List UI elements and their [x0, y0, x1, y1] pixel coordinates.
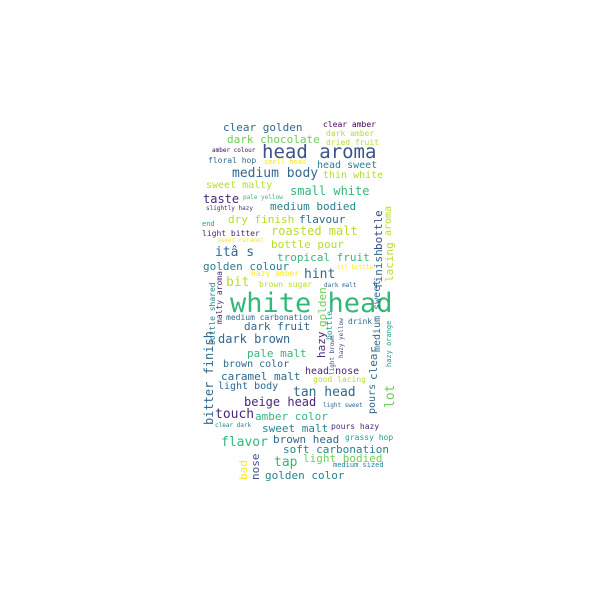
word-light-body: light body: [218, 381, 279, 392]
word-pale-malt: pale malt: [247, 347, 307, 360]
word-flavor: flavor: [221, 435, 268, 450]
word-dried-fruit: dried fruit: [326, 138, 379, 147]
word-grassy-hop: grassy hop: [345, 433, 394, 442]
word-pale-yellow: pale yellow: [243, 194, 283, 201]
word-pours-hazy: pours hazy: [331, 422, 380, 431]
word-oil-bottle: oil bottle: [337, 264, 374, 271]
word-sweet-malt: sweet malt: [262, 422, 329, 435]
word-tropical-fruit: tropical fruit: [277, 251, 370, 264]
word-brown-sugar: brown sugar: [259, 280, 312, 289]
word-floral-hop: floral hop: [208, 156, 257, 165]
word-medium-body: medium body: [232, 166, 319, 181]
word-bad-vertical: bad: [237, 460, 250, 480]
word-tap: tap: [274, 455, 298, 470]
word-pours-vertical: pours: [367, 383, 378, 414]
word-malty-aroma-vertical: malty aroma: [215, 271, 224, 324]
word-dark-fruit: dark fruit: [244, 320, 311, 333]
word-flavour: flavour: [299, 213, 346, 226]
word-clear-vertical: clear: [367, 346, 380, 380]
word-ita-s: itâ s: [215, 245, 255, 260]
word-hazy-vertical: hazy: [315, 331, 328, 359]
word-taste: taste: [203, 192, 240, 206]
word-bitter-finish-vertical: bitter finish: [202, 331, 216, 425]
word-smell-head: smell head: [264, 158, 307, 166]
word-light-sweet: light sweet: [323, 402, 363, 409]
word-roasted-malt: roasted malt: [271, 224, 358, 238]
word-dark-brown: dark brown: [218, 332, 291, 346]
word-dry-finish: dry finish: [228, 213, 295, 226]
word-caramel-malt: caramel malt: [221, 370, 301, 383]
word-small-white: small white: [290, 184, 370, 198]
word-sweet-malty: sweet malty: [206, 180, 273, 191]
word-lacing-vertical: lacing: [383, 242, 396, 282]
word-dark-chocolate: dark chocolate: [227, 133, 320, 146]
word-nose-vertical: nose: [249, 453, 262, 481]
word-amber-colour: amber colour: [212, 147, 256, 154]
word-head-sweet: head sweet: [317, 160, 378, 171]
word-beige-head: beige head: [244, 395, 317, 409]
word-hazy-yellow-vertical: hazy yellow: [338, 318, 345, 358]
word-hazy-amber: hazy amber: [251, 269, 300, 278]
word-head-aroma: head aroma: [262, 141, 377, 163]
word-light-bodied: light bodied: [303, 452, 383, 465]
word-clear-golden: clear golden: [223, 121, 303, 134]
word-dark-malt: dark malt: [324, 282, 357, 289]
word-medium-bodied: medium bodied: [270, 200, 357, 213]
word-thin-white: thin white: [323, 170, 384, 181]
word-aroma-vertical: aroma: [383, 205, 394, 236]
word-soft-carbonation: soft carbonation: [283, 443, 389, 456]
word-hazy-orange-vertical: hazy orange: [385, 320, 393, 367]
word-dark-amber: dark amber: [326, 129, 375, 138]
word-head-nose: head nose: [305, 366, 360, 377]
word-medium-sized: medium sized: [333, 461, 384, 469]
word-bottle-pour: bottle pour: [271, 238, 344, 251]
word-end: end: [202, 220, 215, 228]
word-medium-carbonation: medium carbonation: [226, 313, 313, 322]
word-lot-vertical: lot: [383, 384, 398, 408]
word-sweet-caramel: sweet caramel: [217, 237, 264, 244]
word-medium-sweet-vertical: medium sweet: [372, 279, 383, 352]
word-golden-colour: golden colour: [203, 260, 290, 273]
word-golden-color: golden color: [265, 469, 345, 482]
word-brown-head: brown head: [273, 433, 340, 446]
word-amber-color: amber color: [255, 410, 328, 423]
word-tan-head: tan head: [293, 385, 356, 400]
word-clear-dark: clear dark: [215, 422, 252, 429]
word-slightly-hazy: slightly hazy: [206, 205, 253, 212]
word-touch: touch: [215, 407, 255, 422]
word-bit: bit: [226, 275, 250, 290]
word-hint: hint: [304, 267, 336, 282]
word-brown-color: brown color: [223, 359, 290, 370]
word-drink: drink: [348, 317, 373, 326]
word-light-bitter: light bitter: [202, 229, 260, 238]
word-white-head: white head: [230, 288, 393, 319]
word-clear-amber: clear amber: [323, 120, 376, 129]
word-good-lacing: good lacing: [313, 375, 366, 384]
